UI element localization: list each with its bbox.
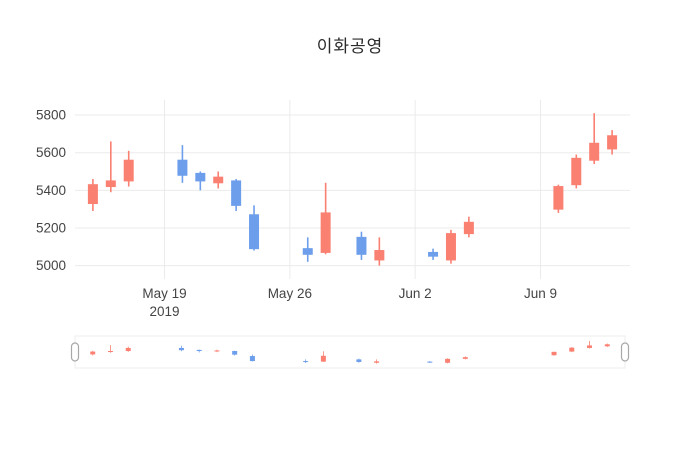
rangeslider-mini-body — [462, 357, 468, 359]
candle-body[interactable] — [553, 186, 564, 210]
rangeslider-handle-right[interactable] — [620, 342, 630, 362]
y-tick-label: 5400 — [36, 183, 66, 198]
candle-body[interactable] — [320, 212, 331, 253]
rangeslider-mini-body — [303, 361, 309, 363]
rangeslider-mini-body — [551, 351, 557, 356]
rangeslider-mini-body — [569, 347, 575, 352]
rangeslider-mini-body — [587, 345, 593, 348]
rangeslider-frame[interactable] — [74, 335, 626, 369]
rangeslider-mini-body — [125, 347, 131, 352]
rangeslider-mini-body — [196, 349, 202, 352]
chart-title: 이화공영 — [316, 37, 384, 56]
rangeslider-handle-left[interactable] — [70, 342, 80, 362]
rangeslider-mini-body — [320, 355, 326, 362]
candle-body[interactable] — [213, 176, 224, 184]
rangeslider-mini-body — [604, 344, 610, 347]
y-tick-label: 5000 — [36, 258, 66, 273]
candle-body[interactable] — [374, 250, 385, 261]
rangeslider-mini-body — [232, 351, 238, 355]
rangeslider-mini-body — [90, 351, 96, 355]
x-tick-sublabel: 2019 — [149, 304, 179, 319]
rangeslider-mini-body — [445, 358, 451, 363]
rangeslider-mini-body — [249, 356, 255, 362]
y-tick-label: 5600 — [36, 145, 66, 160]
x-tick-label: Jun 9 — [524, 286, 557, 301]
candle-body[interactable] — [302, 248, 313, 255]
rangeslider-mini-body — [214, 350, 220, 352]
candlestick-chart[interactable]: 5000 5200 5400 5600 5800 May 19 2019 May 26 Jun … — [0, 60, 700, 450]
candle-body[interactable] — [445, 233, 456, 261]
candle-body[interactable] — [571, 157, 582, 186]
candle-body[interactable] — [589, 142, 600, 161]
candle-body[interactable] — [607, 135, 618, 150]
candle-body[interactable] — [249, 214, 260, 250]
rangeslider-mini-body — [356, 359, 362, 362]
rangeslider-mini-body — [374, 361, 380, 363]
candle-body[interactable] — [195, 172, 206, 182]
candle-body[interactable] — [356, 236, 367, 255]
rangeslider-mini-body — [178, 347, 184, 351]
rangeslider-mini-body — [427, 361, 433, 363]
y-tick-label: 5200 — [36, 220, 66, 235]
candle-body[interactable] — [105, 180, 116, 188]
candle-body[interactable] — [231, 180, 242, 206]
candle-body[interactable] — [428, 251, 439, 257]
candle-body[interactable] — [123, 159, 134, 182]
y-tick-label: 5800 — [36, 108, 66, 123]
x-tick-label: Jun 2 — [399, 286, 432, 301]
candle-body[interactable] — [87, 184, 98, 204]
rangeslider-mini-body — [107, 351, 113, 353]
x-tick-label: May 19 — [142, 286, 186, 301]
x-tick-label: May 26 — [268, 286, 312, 301]
candle-body[interactable] — [463, 221, 474, 235]
candle-body[interactable] — [177, 159, 188, 176]
